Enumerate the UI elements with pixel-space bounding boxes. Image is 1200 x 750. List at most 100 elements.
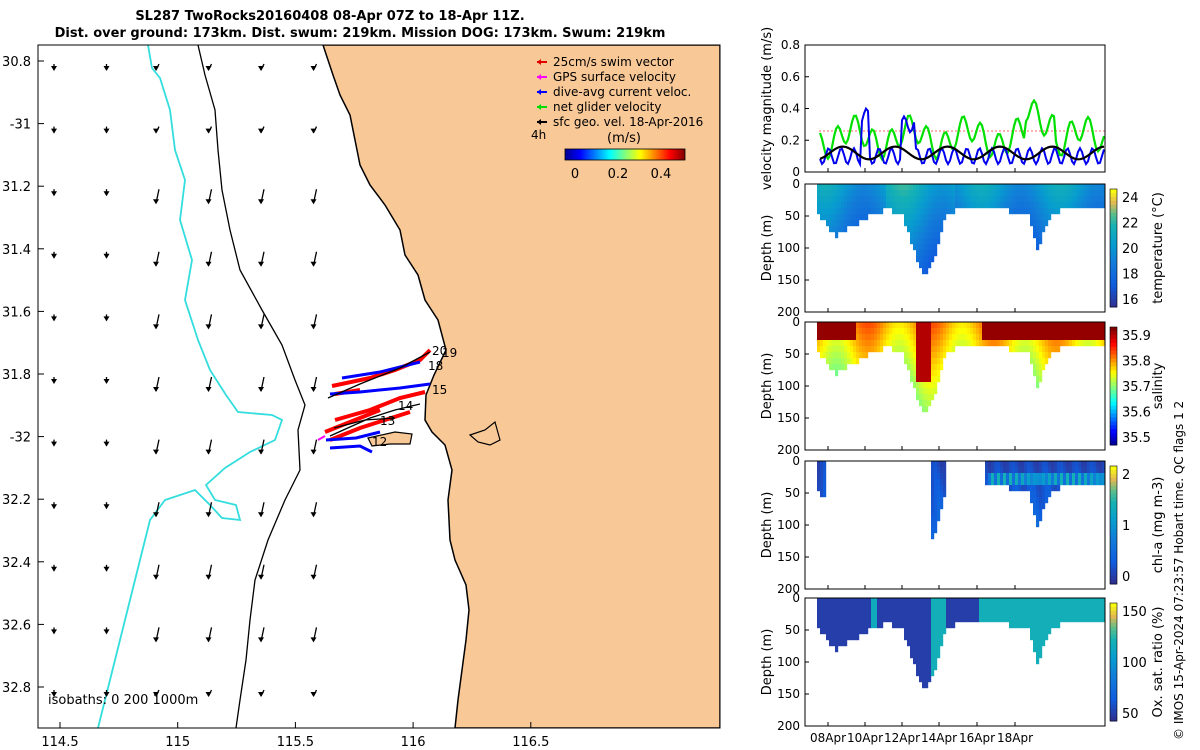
salinity-cbar-tick: 35.9	[1122, 329, 1151, 344]
time-xtick-label: 18Apr	[997, 731, 1033, 745]
panel-temperature: 0 50 100 150 200 24 22 20 18 16 temperature (°C) De…	[760, 177, 1166, 319]
lat-tick-label: -31	[10, 118, 31, 133]
panel-chla: 0 50 100 150 200 2 1 0 chl-a (mg m-3) Depth (m)	[760, 454, 1166, 596]
temperature-ytick: 100	[777, 241, 800, 255]
chla-cbar-tick: 1	[1122, 519, 1130, 534]
chla-ytick: 0	[792, 454, 800, 468]
velocity-ytick: 0.4	[781, 102, 800, 116]
temperature-ytick: 50	[785, 209, 800, 223]
salinity-cbar-tick: 35.7	[1122, 380, 1151, 395]
time-xtick-label: 10Apr	[847, 731, 883, 745]
track-day-label: 14	[398, 399, 413, 413]
lat-tick-label: 32.4	[2, 556, 31, 571]
oxygen-ytick: 0	[792, 591, 800, 605]
dive-avg-current-line	[819, 106, 1105, 168]
speed-colorbar	[564, 148, 686, 161]
oxygen-cbar-tick: 50	[1122, 707, 1139, 722]
chla-ytick: 200	[777, 582, 800, 596]
track-day-label: 15	[432, 383, 447, 397]
lat-tick-label: 32.2	[2, 493, 31, 508]
velocity-ylabel: velocity magnitude (m/s)	[760, 27, 775, 190]
oxygen-ytick: 100	[777, 655, 800, 669]
oxygen-ylabel: Depth (m)	[760, 629, 775, 696]
map-title-line2: Dist. over ground: 173km. Dist. swum: 21…	[54, 26, 666, 41]
map-title-line1: SL287 TwoRocks20160408 08-Apr 07Z to 18-…	[135, 9, 525, 24]
colorbar-tick-label: 0.2	[608, 167, 629, 182]
isobath-200m	[197, 45, 306, 728]
panel-velocity: 0.8 0.6 0.4 0.2 0 velocity magnitude (m/s)	[760, 27, 1106, 190]
oxygen-colorbar	[1109, 602, 1118, 722]
colorbar-tick-label: 0.4	[651, 167, 672, 182]
temperature-cbar-tick: 16	[1122, 293, 1139, 308]
time-xtick-label: 14Apr	[921, 731, 957, 745]
chla-cbar-label: chl-a (mg m-3)	[1151, 477, 1166, 574]
salinity-cbar-label: salinity	[1151, 362, 1166, 409]
temperature-cbar-tick: 18	[1122, 268, 1139, 283]
chla-cbar-tick: 0	[1122, 570, 1130, 585]
salinity-ytick: 0	[792, 315, 800, 329]
temperature-ytick: 200	[777, 305, 800, 319]
velocity-ytick: 0	[792, 165, 800, 179]
temperature-cbar-label: temperature (°C)	[1151, 192, 1166, 304]
track-day-label: 18	[428, 359, 443, 373]
glider-track	[317, 348, 432, 454]
oxygen-ytick: 150	[777, 687, 800, 701]
salinity-ytick: 200	[777, 443, 800, 457]
time-xtick-label: 16Apr	[959, 731, 995, 745]
sfc-geo-velocity-line	[819, 145, 1105, 161]
salinity-ylabel: Depth (m)	[760, 353, 775, 420]
salinity-ytick: 50	[785, 347, 800, 361]
temperature-ytick: 0	[792, 177, 800, 191]
oxygen-cbar-label: Ox. sat. ratio (%)	[1151, 607, 1166, 718]
legend-label: sfc geo. vel. 18-Apr-2016	[553, 115, 703, 129]
salinity-colorbar	[1109, 326, 1118, 446]
lat-tick-label: 32.6	[2, 618, 31, 633]
legend-label: dive-avg current veloc.	[553, 85, 691, 99]
track-day-label: 13	[380, 414, 395, 428]
lat-tick-label: 32.8	[2, 681, 31, 696]
colorbar-tick-label: 0	[571, 167, 579, 182]
panel-salinity: 0 50 100 150 200 35.9 35.8 35.7 35.6 35.5 salinity…	[760, 315, 1166, 457]
temperature-cbar-tick: 24	[1122, 191, 1139, 206]
chla-ytick: 150	[777, 550, 800, 564]
lon-tick-label: 115	[165, 735, 190, 750]
chla-colorbar	[1109, 465, 1118, 585]
oxygen-ytick: 50	[785, 623, 800, 637]
velocity-ytick: 0.6	[781, 70, 800, 84]
lat-tick-label: 31.4	[2, 243, 31, 258]
oxygen-cbar-tick: 150	[1122, 605, 1147, 620]
salinity-cbar-tick: 35.8	[1122, 355, 1151, 370]
legend-label: net glider velocity	[553, 100, 661, 114]
velocity-ytick: 0.2	[781, 133, 800, 147]
net-glider-velocity-line	[818, 98, 1106, 162]
track-day-label: 19	[442, 346, 457, 360]
legend-label: 25cm/s swim vector	[553, 55, 674, 69]
chla-ytick: 100	[777, 518, 800, 532]
panel-oxygen: 0 50 100 150 200 150 100 50 Ox. sat. ratio (%) De…	[760, 591, 1166, 733]
temperature-cbar-tick: 20	[1122, 242, 1139, 257]
temperature-ylabel: Depth (m)	[760, 215, 775, 282]
lon-tick-label: 116	[401, 735, 426, 750]
land-area	[322, 45, 720, 728]
island	[367, 431, 413, 447]
track-day-label: 20	[432, 344, 447, 358]
chla-cbar-tick: 2	[1122, 468, 1130, 483]
time-series-panels: 0.8 0.6 0.4 0.2 0 velocity magnitude (m/s) 0 50…	[760, 27, 1166, 745]
time-xtick-label: 12Apr	[884, 731, 920, 745]
lat-tick-label: 31.6	[2, 305, 31, 320]
temperature-ytick: 150	[777, 273, 800, 287]
salinity-ytick: 150	[777, 411, 800, 425]
copyright-notice: © IMOS 15-Apr-2024 07:23:57 Hobart time.…	[1172, 400, 1186, 740]
colorbar-prefix: 4h	[531, 128, 546, 142]
temperature-colorbar	[1109, 188, 1118, 308]
isobaths-legend: isobaths: 0 200 1000m	[48, 693, 198, 708]
salinity-cbar-tick: 35.5	[1122, 431, 1151, 446]
salinity-cbar-tick: 35.6	[1122, 406, 1151, 421]
lat-tick-label: 31.2	[2, 180, 31, 195]
lon-tick-label: 114.5	[41, 735, 78, 750]
track-day-label: 12	[372, 435, 387, 449]
chla-ytick: 50	[785, 486, 800, 500]
legend-label: GPS surface velocity	[553, 70, 676, 84]
